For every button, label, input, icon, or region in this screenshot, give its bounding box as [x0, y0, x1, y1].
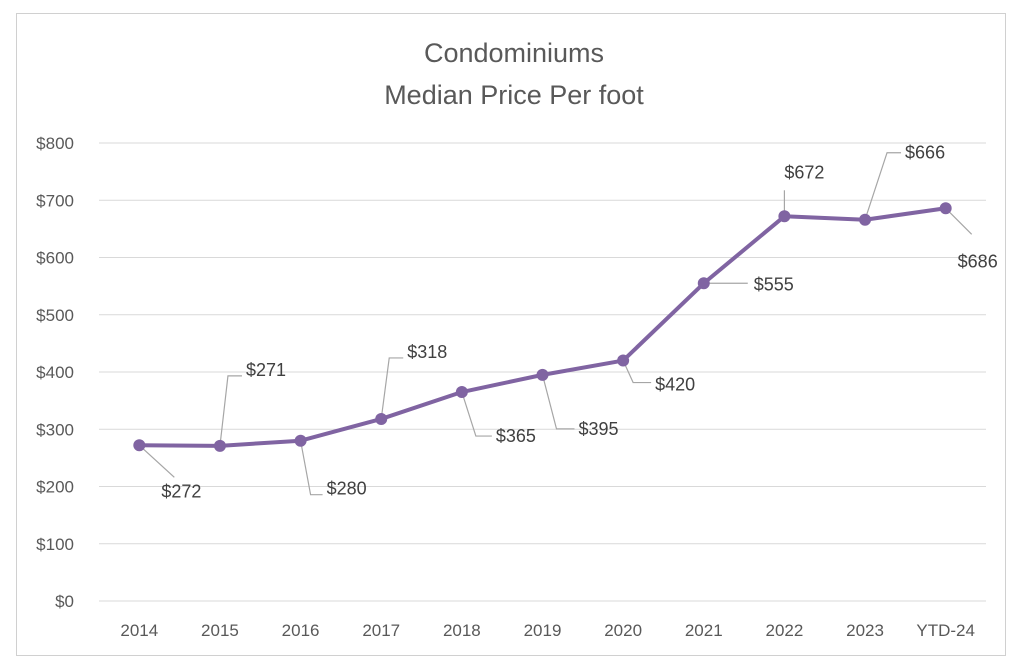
data-label-YTD-24: $686: [958, 251, 998, 271]
data-point-2023: [859, 213, 872, 226]
data-point-YTD-24: [939, 202, 952, 215]
leader-line-2023: [864, 152, 902, 220]
y-tick-label: $700: [36, 191, 74, 210]
x-tick-label: 2019: [524, 621, 562, 640]
y-tick-label: $200: [36, 478, 74, 497]
x-axis-ticks: 2014 2015 2016 2017 2018 2019 2020 2021 2022 2023…: [120, 621, 975, 640]
chart-frame: [16, 13, 1006, 656]
y-tick-label: $100: [36, 535, 74, 554]
leader-line-2019: [541, 374, 575, 430]
series-line-path: [137, 206, 948, 448]
data-point-2020: [617, 354, 630, 367]
data-point-2016: [294, 434, 307, 447]
data-label-2021: $555: [754, 274, 794, 294]
leader-line-YTD-24: [945, 207, 973, 235]
chart-subtitle: Median Price Per foot: [384, 80, 644, 110]
leader-line-2016: [300, 440, 323, 496]
gridlines: [99, 142, 986, 602]
y-tick-label: $400: [36, 363, 74, 382]
x-tick-label: 2022: [765, 621, 803, 640]
data-label-2019: $395: [579, 419, 619, 439]
data-point-2015: [213, 439, 226, 452]
leader-lines: [138, 152, 973, 496]
x-tick-label: 2015: [201, 621, 239, 640]
data-label-2017: $318: [407, 342, 447, 362]
leader-line-2015: [219, 375, 242, 446]
data-point-2019: [536, 368, 549, 381]
data-point-2022: [778, 210, 791, 223]
data-label-2022: $672: [784, 162, 824, 182]
data-point-2014: [133, 439, 146, 452]
x-tick-label: 2016: [282, 621, 320, 640]
series-line: [137, 206, 948, 448]
data-point-2017: [375, 412, 388, 425]
x-tick-label: YTD-24: [916, 621, 975, 640]
x-tick-label: 2018: [443, 621, 481, 640]
data-label-2016: $280: [327, 479, 367, 499]
data-point-2018: [455, 386, 468, 399]
chart-title: Condominiums: [424, 38, 604, 68]
leader-line-2020: [622, 360, 652, 384]
leader-line-2017: [380, 357, 404, 420]
data-label-2023: $666: [905, 143, 945, 163]
leader-line-2014: [138, 444, 175, 478]
x-tick-label: 2021: [685, 621, 723, 640]
data-label-2018: $365: [496, 426, 536, 446]
data-points: [133, 202, 952, 452]
y-tick-label: $500: [36, 306, 74, 325]
x-tick-label: 2014: [120, 621, 158, 640]
leader-line-2018: [461, 391, 492, 437]
y-tick-label: $800: [36, 134, 74, 153]
y-tick-label: $300: [36, 420, 74, 439]
data-point-2021: [697, 277, 710, 290]
x-tick-label: 2023: [846, 621, 884, 640]
y-axis-ticks: $0 $100 $200 $300 $400 $500 $600 $700 $800: [36, 134, 74, 611]
x-tick-label: 2017: [362, 621, 400, 640]
data-label-2014: $272: [161, 481, 201, 501]
x-tick-label: 2020: [604, 621, 642, 640]
data-labels: $272 $271 $280 $318 $365 $395 $420 $555 $672 $666…: [161, 143, 997, 502]
y-tick-label: $0: [55, 592, 74, 611]
data-label-2020: $420: [655, 375, 695, 395]
y-tick-label: $600: [36, 249, 74, 268]
data-label-2015: $271: [246, 360, 286, 380]
